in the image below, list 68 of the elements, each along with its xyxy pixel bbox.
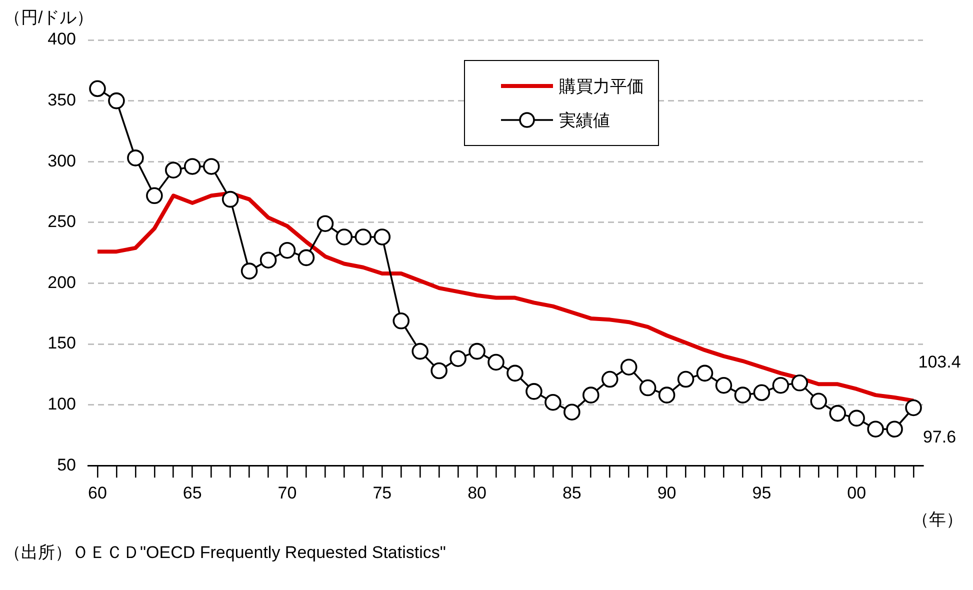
annotation: 103.4 [918, 352, 961, 372]
y-tick-label: 150 [48, 334, 76, 353]
x-tick-label: 95 [752, 483, 772, 502]
y-tick-label: 200 [48, 272, 76, 292]
x-axis-title: （年） [912, 508, 963, 531]
point [791, 374, 808, 392]
point [146, 187, 163, 204]
point [336, 228, 353, 246]
text: （出所）ＯＥＣＤ"OECD Frequently Requested Statistics" [4, 542, 446, 564]
y-axis-title: （円/ドル） [4, 7, 94, 29]
point [298, 249, 315, 266]
point [108, 92, 125, 110]
point [430, 362, 448, 380]
y-tick-label: 250 [48, 212, 76, 232]
point [450, 350, 466, 367]
annotation: 97.6 [922, 427, 956, 446]
point [639, 379, 656, 396]
point [734, 386, 752, 404]
x-tick-label: 85 [562, 483, 582, 502]
point [89, 80, 106, 98]
point [412, 342, 429, 360]
point [165, 162, 182, 179]
y-tick-label: 300 [48, 151, 76, 170]
point [488, 354, 504, 371]
point [620, 358, 638, 376]
x-tick-label: 75 [372, 483, 392, 502]
point [677, 370, 694, 388]
point [202, 158, 220, 175]
point [772, 376, 790, 394]
x-tick-label: 70 [278, 483, 297, 502]
y-tick-label: 100 [48, 394, 76, 414]
point [354, 228, 372, 246]
y-tick-label: 400 [48, 30, 76, 49]
x-tick-label: 90 [657, 483, 676, 502]
legend-label: 購買力平価 [558, 76, 644, 98]
point [601, 370, 618, 388]
point [829, 404, 846, 422]
y-tick-label: 350 [48, 90, 76, 110]
point [127, 150, 144, 166]
point [184, 158, 201, 175]
x-tick-label: 00 [847, 483, 866, 502]
legend-label: 実績値 [558, 110, 610, 132]
point [905, 399, 922, 416]
point [867, 420, 884, 438]
x-tick-label: 65 [182, 483, 202, 502]
point [715, 376, 732, 394]
point [696, 364, 714, 382]
point [810, 392, 828, 410]
point [886, 420, 903, 438]
point [260, 252, 277, 268]
point [658, 386, 676, 404]
point [222, 190, 239, 208]
y-tick-label: 50 [57, 455, 76, 474]
point [564, 404, 580, 420]
point [468, 342, 486, 360]
point [240, 262, 258, 280]
point [278, 242, 296, 259]
point [582, 386, 600, 404]
x-tick-label: 60 [88, 483, 107, 502]
point [392, 312, 410, 330]
point [848, 410, 865, 427]
point [753, 384, 770, 402]
x-tick-label: 80 [468, 483, 486, 502]
point [316, 215, 334, 232]
point [506, 364, 524, 382]
point [544, 394, 562, 411]
point [374, 228, 391, 246]
point [526, 383, 542, 400]
